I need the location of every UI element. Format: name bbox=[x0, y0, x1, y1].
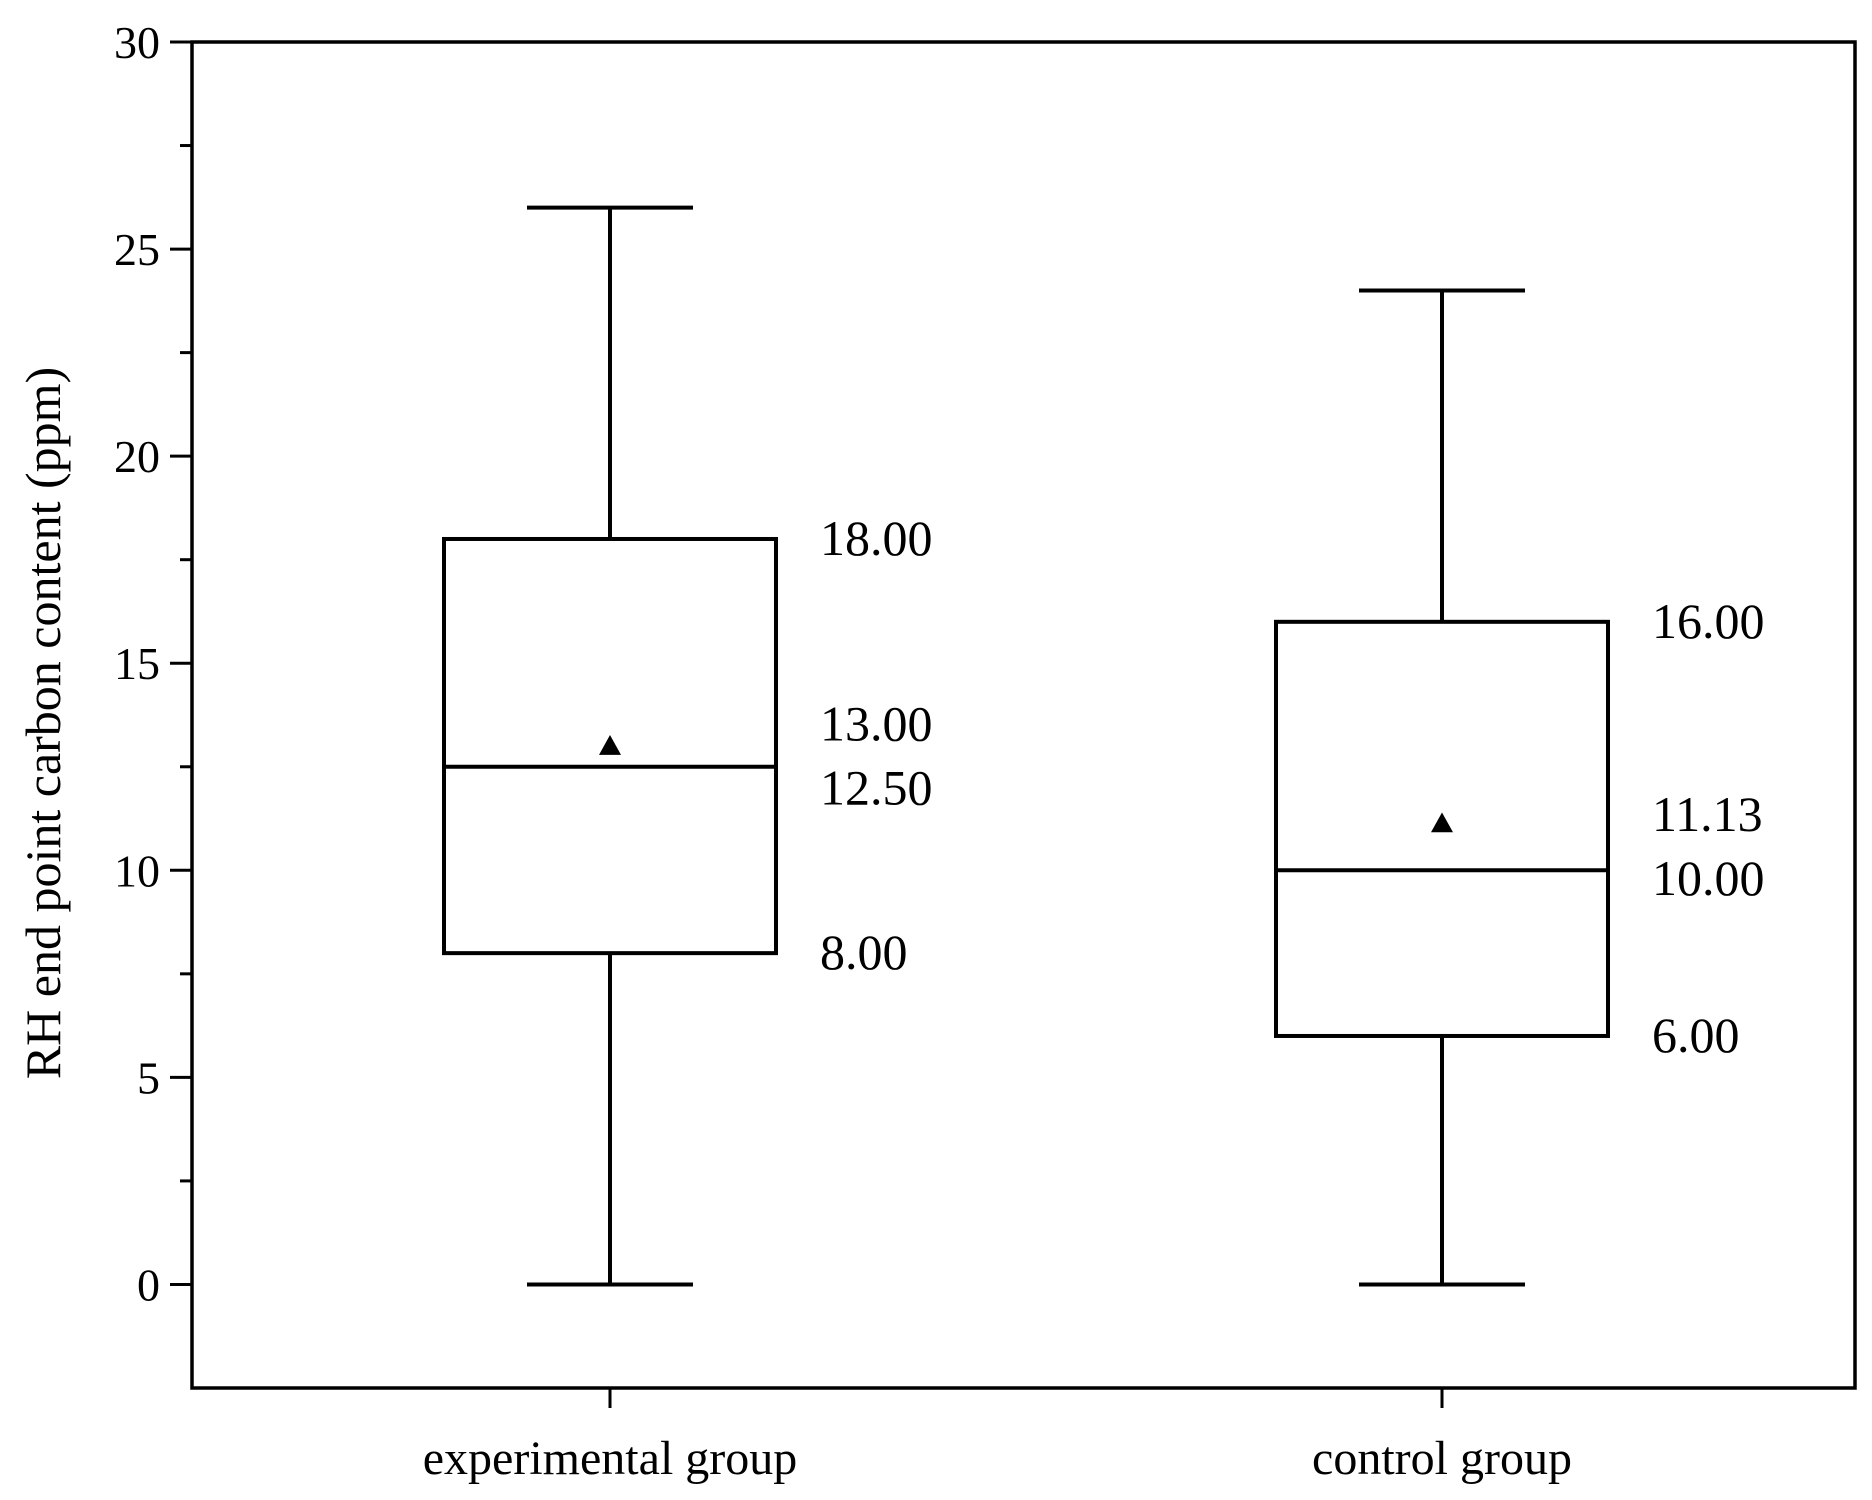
mean-marker bbox=[599, 735, 621, 755]
x-category-label: control group bbox=[1312, 1432, 1572, 1485]
stat-value-label: 6.00 bbox=[1652, 1007, 1740, 1063]
y-tick-label: 15 bbox=[114, 638, 160, 689]
box-experimental: experimental group bbox=[423, 205, 798, 1485]
y-axis-ticks: 0 5 10 15 20 25 30 bbox=[114, 17, 1444, 1408]
stat-value-label: 12.50 bbox=[820, 759, 933, 815]
stat-labels: 18.00 13.00 12.50 8.00 16.00 11.13 10.00 6.00 bbox=[820, 510, 1765, 1063]
mean-marker bbox=[1431, 812, 1453, 833]
y-tick-label: 5 bbox=[137, 1052, 160, 1103]
box-control: control group bbox=[1274, 288, 1610, 1485]
stat-value-label: 10.00 bbox=[1652, 850, 1765, 906]
y-tick-label: 20 bbox=[114, 431, 160, 482]
iqr-box bbox=[442, 536, 778, 956]
y-axis-title: RH end point carbon content (ppm) bbox=[15, 367, 71, 1079]
plot-border bbox=[190, 40, 1857, 1390]
stat-value-label: 13.00 bbox=[820, 695, 933, 751]
stat-value-label: 18.00 bbox=[820, 510, 933, 566]
boxes: experimental group control group bbox=[423, 205, 1610, 1485]
x-category-label: experimental group bbox=[423, 1432, 798, 1485]
stat-value-label: 16.00 bbox=[1652, 593, 1765, 649]
y-tick-label: 25 bbox=[114, 224, 160, 275]
stat-value-label: 11.13 bbox=[1652, 786, 1763, 842]
y-tick-label: 10 bbox=[114, 845, 160, 896]
iqr-box bbox=[1274, 619, 1610, 1038]
stat-value-label: 8.00 bbox=[820, 924, 908, 980]
y-tick-label: 0 bbox=[137, 1259, 160, 1310]
y-tick-label: 30 bbox=[114, 17, 160, 68]
plot-frame bbox=[190, 40, 1857, 1390]
